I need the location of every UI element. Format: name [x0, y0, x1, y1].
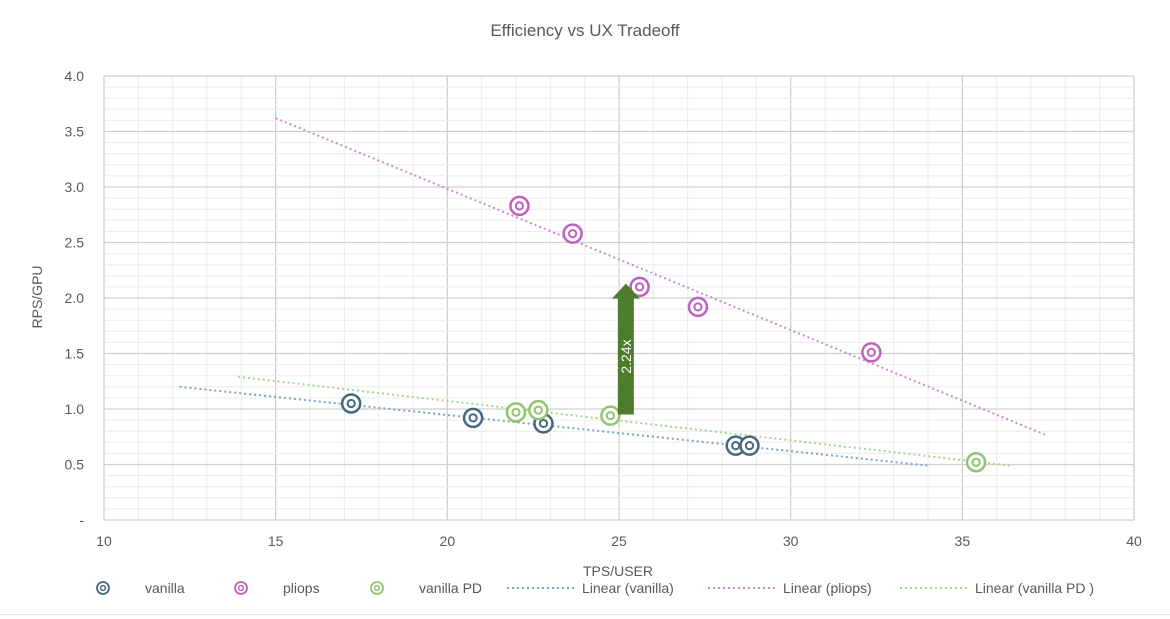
legend-marker-inner [373, 584, 381, 592]
legend-marker-inner [237, 584, 245, 592]
trendline [275, 117, 1046, 436]
legend-label: vanilla PD [419, 580, 482, 596]
chart-title: Efficiency vs UX Tradeoff [490, 21, 680, 40]
legend-marker-inner [99, 584, 107, 592]
legend-label: Linear (vanilla) [582, 580, 674, 596]
point-inner-ring [971, 457, 981, 467]
legend-marker-outer [234, 581, 248, 595]
x-tick-label: 35 [955, 533, 971, 549]
data-point [965, 452, 987, 473]
point-inner-ring [744, 441, 755, 451]
point-outer-ring [687, 296, 709, 318]
legend-label: Linear (vanilla PD ) [975, 580, 1094, 596]
point-inner-ring [635, 282, 645, 292]
x-axis-label: TPS/USER [583, 563, 653, 579]
y-tick-label: 4.0 [65, 68, 85, 84]
y-tick-label: 3.0 [65, 179, 85, 195]
legend-label: pliops [283, 580, 320, 596]
data-point [629, 276, 650, 298]
trendline [179, 385, 929, 467]
legend-marker-outer [370, 581, 384, 595]
x-tick-label: 30 [783, 533, 799, 549]
legend-marker-outer [96, 581, 110, 595]
legend-item: vanilla [96, 580, 185, 596]
annotation-arrow: 2.24x [611, 283, 640, 415]
x-tick-label: 15 [268, 533, 284, 549]
x-tick-label: 10 [96, 533, 112, 549]
legend-item: pliops [234, 580, 320, 596]
legend-label: Linear (pliops) [783, 580, 872, 596]
bottom-divider [0, 614, 1170, 615]
legend-item: vanilla PD [370, 580, 482, 596]
point-outer-ring [562, 223, 583, 244]
y-tick-label: - [79, 512, 84, 528]
annotation-label: 2.24x [618, 339, 634, 373]
x-tick-label: 20 [440, 533, 456, 549]
arrow-shape [611, 283, 640, 415]
y-axis-label: RPS/GPU [29, 265, 45, 328]
y-tick-label: 1.5 [65, 346, 85, 362]
tick-labels: 10 15 20 25 30 35 40 - 0.5 1.0 1.5 2.0 2.5 3.0 3.5 4.0 [65, 68, 1142, 549]
point-inner-ring [511, 407, 521, 417]
trendlines [179, 117, 1046, 467]
point-outer-ring [739, 435, 760, 456]
data-point [739, 435, 760, 456]
point-inner-ring [866, 347, 876, 357]
data-point [861, 342, 882, 363]
point-outer-ring [509, 195, 530, 217]
point-outer-ring [861, 342, 882, 363]
legend: vanilla pliops vanilla PD Linear (vanilla) L… [96, 580, 1094, 596]
legend-item: Linear (pliops) [708, 580, 872, 596]
point-inner-ring [346, 398, 356, 409]
point-outer-ring [505, 402, 527, 423]
point-outer-ring [965, 452, 987, 473]
point-outer-ring [600, 405, 621, 426]
point-outer-ring [340, 393, 362, 414]
data-point [340, 393, 362, 414]
annotations: 2.24x [611, 283, 640, 415]
data-point [600, 405, 621, 426]
y-tick-label: 0.5 [65, 457, 85, 473]
legend-label: vanilla [145, 580, 185, 596]
x-tick-label: 40 [1126, 533, 1142, 549]
x-tick-label: 25 [611, 533, 627, 549]
data-point [505, 402, 527, 423]
legend-item: Linear (vanilla) [507, 580, 674, 596]
data-point [687, 296, 709, 318]
point-inner-ring [538, 418, 549, 429]
point-outer-ring [462, 407, 484, 429]
y-tick-label: 1.0 [65, 401, 85, 417]
point-outer-ring [629, 276, 650, 298]
point-inner-ring [568, 229, 578, 239]
y-tick-label: 3.5 [65, 124, 85, 140]
data-point [462, 407, 484, 429]
point-outer-ring [528, 399, 549, 421]
y-tick-label: 2.0 [65, 290, 85, 306]
data-point [509, 195, 530, 217]
point-inner-ring [605, 411, 616, 421]
point-inner-ring [533, 405, 543, 415]
point-inner-ring [468, 413, 478, 423]
point-inner-ring [693, 302, 703, 312]
data-points [340, 195, 987, 473]
data-point [562, 223, 583, 244]
point-inner-ring [514, 201, 525, 211]
data-point [528, 399, 549, 421]
y-tick-label: 2.5 [65, 235, 85, 251]
legend-item: Linear (vanilla PD ) [900, 580, 1094, 596]
